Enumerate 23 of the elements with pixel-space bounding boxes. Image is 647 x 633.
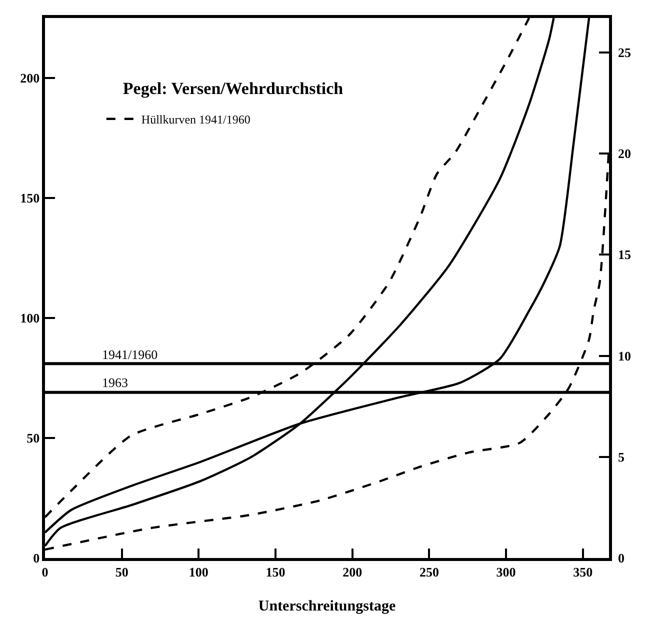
x-axis-title: Unterschreitungstage (258, 598, 396, 614)
y2-tick-label: 25 (618, 44, 632, 60)
y-tick-label: 0 (33, 550, 40, 566)
y2-tick-label: 0 (618, 550, 624, 566)
legend-label: Hüllkurven 1941/1960 (141, 112, 250, 127)
y-tick-label: 200 (20, 70, 40, 86)
y2-tick-label: 10 (618, 348, 631, 364)
annotation: 1941/1960 (102, 347, 158, 362)
y2-tick-label: 5 (618, 449, 625, 464)
x-tick-label: 50 (115, 564, 128, 580)
x-tick-label: 250 (419, 564, 439, 580)
y2-tick-label: 20 (618, 146, 631, 162)
x-tick-label: 350 (573, 564, 593, 580)
annotation: 1963 (102, 375, 128, 390)
y-tick-label: 50 (26, 430, 40, 446)
y2-tick-label: 15 (618, 247, 632, 262)
x-tick-label: 200 (342, 564, 362, 580)
y-tick-label: 150 (20, 190, 40, 206)
text: Pegel: Versen/Wehrdurchstich (122, 79, 344, 98)
x-tick-label: 300 (496, 564, 516, 580)
y-tick-label: 100 (20, 310, 40, 326)
x-tick-label: 100 (188, 564, 208, 580)
x-tick-label: 150 (266, 564, 286, 580)
